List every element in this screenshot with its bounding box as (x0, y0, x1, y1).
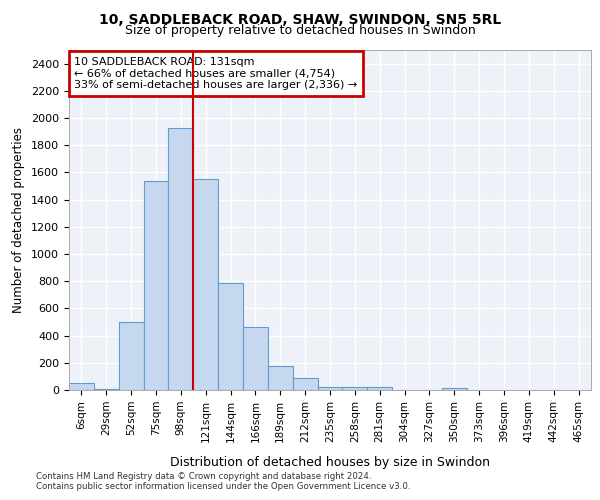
Bar (69, 383, 94, 390)
Bar (442, 388, 467, 390)
X-axis label: Distribution of detached houses by size in Swindon: Distribution of detached houses by size … (170, 456, 490, 468)
Bar (119, 322, 143, 390)
Text: 10, SADDLEBACK ROAD, SHAW, SWINDON, SN5 5RL: 10, SADDLEBACK ROAD, SHAW, SWINDON, SN5 … (99, 12, 501, 26)
Bar (293, 378, 317, 390)
Bar (218, 282, 243, 390)
Bar (143, 180, 169, 390)
Text: 10 SADDLEBACK ROAD: 131sqm
← 66% of detached houses are smaller (4,754)
33% of s: 10 SADDLEBACK ROAD: 131sqm ← 66% of deta… (74, 57, 358, 90)
Bar (367, 388, 392, 390)
Bar (243, 328, 268, 390)
Text: Contains public sector information licensed under the Open Government Licence v3: Contains public sector information licen… (36, 482, 410, 491)
Bar (268, 366, 293, 390)
Text: Size of property relative to detached houses in Swindon: Size of property relative to detached ho… (125, 24, 475, 37)
Bar (317, 386, 343, 390)
Bar (193, 179, 218, 390)
Text: Contains HM Land Registry data © Crown copyright and database right 2024.: Contains HM Land Registry data © Crown c… (36, 472, 371, 481)
Bar (94, 388, 119, 390)
Bar (343, 388, 367, 390)
Y-axis label: Number of detached properties: Number of detached properties (13, 127, 25, 313)
Bar (169, 128, 193, 390)
